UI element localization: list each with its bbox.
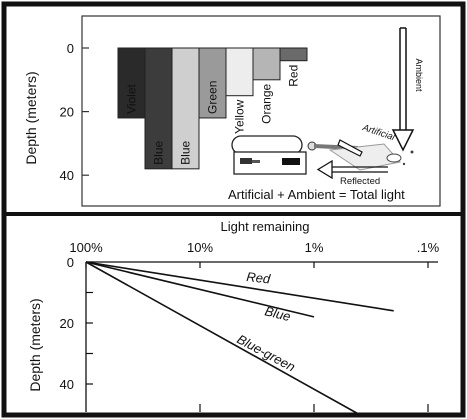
bar-label-green: Green [206, 81, 220, 114]
top-y-tick-label: 0 [67, 41, 74, 56]
bar-label-red: Red [287, 65, 301, 87]
line-blue-green [85, 261, 360, 416]
bar-yellow [225, 47, 254, 97]
bottom-panel: Light remaining Depth (meters) 100% 10% 1%… [27, 219, 440, 416]
bottom-y-axis-label: Depth (meters) [27, 298, 43, 391]
bar-label-blue: Blue [152, 140, 166, 164]
reflected-label: Reflected [340, 176, 380, 187]
diver-illustration [231, 135, 358, 175]
bar-violet [117, 47, 146, 119]
bar-red [279, 47, 308, 62]
bottom-x-tick-label: 1% [305, 240, 324, 255]
camera-body [233, 151, 307, 175]
artificial-arrow [337, 139, 363, 157]
bottom-x-tick-label: 100% [69, 240, 103, 255]
camera-detail-left [240, 158, 252, 164]
bottom-y-tick-label: 0 [67, 255, 74, 270]
fish-dot [410, 150, 414, 154]
ambient-label: Ambient [414, 58, 424, 92]
fish-dot [402, 162, 406, 166]
bottom-lines [85, 261, 394, 416]
bottom-x-ticks: 100% 10% 1% .1% [69, 240, 440, 412]
line-label-blue: Blue [263, 303, 292, 324]
top-panel: Depth (meters) 0 20 40 Violet Blue Blue Green… [23, 15, 441, 207]
reflected-arrow-head [316, 159, 333, 180]
camera-detail-right [282, 158, 300, 165]
top-y-ticks: 0 20 40 [60, 41, 89, 183]
fish-body [386, 153, 402, 163]
top-y-axis-label: Depth (meters) [23, 71, 39, 164]
bar-label-blue: Blue [179, 140, 193, 164]
bottom-x-tick-label: 10% [187, 240, 213, 255]
bar-blue [171, 47, 200, 170]
line-label-red: Red [246, 269, 272, 286]
top-y-tick-label: 20 [60, 105, 74, 120]
bottom-axes [85, 261, 438, 412]
diver-tank [231, 135, 303, 155]
fish-target [386, 150, 414, 166]
bottom-x-tick-label: .1% [417, 240, 440, 255]
ambient-arrow [391, 27, 415, 152]
bottom-y-ticks: 0 20 40 [60, 255, 93, 392]
line-blue [85, 261, 315, 318]
bar-label-violet: Violet [125, 83, 139, 113]
reflected-arrow [316, 159, 388, 180]
top-bars: Violet Blue Blue Green Yellow Orange Red [117, 47, 308, 170]
bottom-y-tick-label: 40 [60, 377, 74, 392]
camera-detail-connector [252, 160, 260, 163]
bar-label-orange: Orange [260, 83, 274, 123]
bar-blue [144, 47, 173, 170]
light-beam [328, 143, 401, 171]
line-red [85, 261, 394, 312]
ambient-arrow-head [391, 129, 415, 152]
top-y-tick-label: 40 [60, 168, 74, 183]
bottom-panel-title: Light remaining [221, 219, 310, 234]
equation-text: Artificial + Ambient = Total light [228, 187, 405, 202]
bottom-y-tick-label: 20 [60, 316, 74, 331]
bar-orange [252, 47, 281, 81]
bar-label-yellow: Yellow [233, 99, 247, 134]
